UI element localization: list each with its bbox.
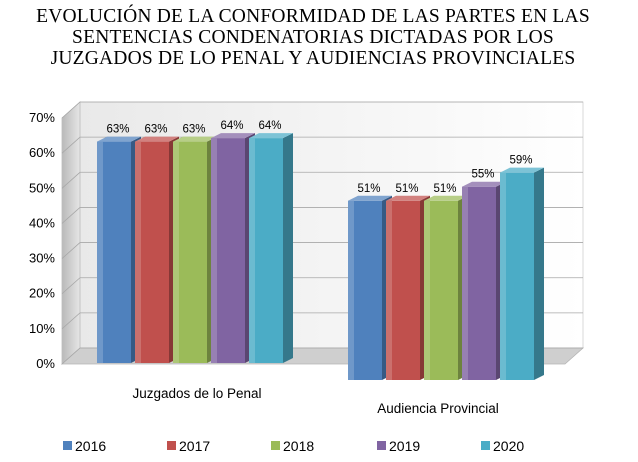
bar-highlight <box>386 200 392 380</box>
bar-top <box>424 195 468 201</box>
legend-swatch-2018 <box>271 441 280 450</box>
legend-label-2018: 2018 <box>283 438 314 454</box>
bar-highlight <box>462 186 468 380</box>
data-label: 63% <box>106 124 129 136</box>
gridline <box>61 101 583 119</box>
bar-2018-audiencia <box>424 195 468 380</box>
bar-side <box>283 133 293 363</box>
legend-label-2017: 2017 <box>179 438 210 454</box>
legend-item-2020: 2020 <box>481 438 524 454</box>
bar-2020-juzgados <box>249 133 293 363</box>
data-label: 59% <box>509 155 532 167</box>
bar-top <box>348 195 392 201</box>
legend-item-2016: 2016 <box>63 438 106 454</box>
chart-title-line-2: SENTENCIAS CONDENATORIAS DICTADAS POR LO… <box>72 27 554 48</box>
bar-2016-audiencia <box>348 195 392 380</box>
data-labels: 63% 63% 63% 64% 64% 51% 51% 51% 55% 59% <box>106 120 532 195</box>
data-label: 63% <box>182 124 205 136</box>
y-tick-label: 10% <box>29 321 55 336</box>
side-wall <box>61 101 81 365</box>
legend-swatch-2019 <box>377 441 386 450</box>
data-label: 51% <box>357 183 380 195</box>
legend: 2016 2017 2018 2019 2020 <box>63 438 524 454</box>
y-tick-label: 30% <box>29 251 55 266</box>
bar-top <box>500 167 544 173</box>
bar-highlight <box>348 200 354 380</box>
data-label: 51% <box>433 183 456 195</box>
y-axis-ticks: 0% 10% 20% 30% 40% 50% 60% 70% <box>29 110 55 371</box>
y-tick-label: 50% <box>29 180 55 195</box>
bar-top <box>249 133 293 139</box>
bar-highlight <box>211 138 217 363</box>
gridline <box>61 171 583 189</box>
gridline <box>61 136 583 154</box>
bar-highlight <box>424 200 430 380</box>
bar-top <box>386 195 430 201</box>
chart-title: EVOLUCIÓN DE LA CONFORMIDAD DE LAS PARTE… <box>36 5 590 69</box>
y-tick-label: 60% <box>29 145 55 160</box>
bar-highlight <box>249 138 255 363</box>
legend-item-2017: 2017 <box>167 438 210 454</box>
legend-swatch-2016 <box>63 441 72 450</box>
bar-top <box>97 136 141 142</box>
bar-top <box>135 136 179 142</box>
legend-item-2019: 2019 <box>377 438 420 454</box>
bar-top <box>173 136 217 142</box>
legend-swatch-2017 <box>167 441 176 450</box>
legend-label-2019: 2019 <box>389 438 420 454</box>
bar-2019-audiencia <box>462 181 506 380</box>
legend-swatch-2020 <box>481 441 490 450</box>
bars <box>97 133 544 380</box>
bar-highlight <box>97 141 103 363</box>
data-label: 51% <box>395 183 418 195</box>
data-label: 64% <box>258 120 281 132</box>
bar-side <box>534 167 544 380</box>
data-label: 64% <box>220 120 243 132</box>
y-tick-label: 20% <box>29 286 55 301</box>
bar-top <box>462 181 506 187</box>
bar-2020-audiencia <box>500 167 544 380</box>
bar-top <box>211 133 255 139</box>
bar-2017-juzgados <box>135 136 179 363</box>
bar-highlight <box>500 172 506 380</box>
bar-2016-juzgados <box>97 136 141 363</box>
legend-item-2018: 2018 <box>271 438 314 454</box>
bar-2019-juzgados <box>211 133 255 363</box>
data-label: 55% <box>471 169 494 181</box>
bar-2018-juzgados <box>173 136 217 363</box>
legend-label-2016: 2016 <box>75 438 106 454</box>
bar-highlight <box>135 141 141 363</box>
y-tick-label: 40% <box>29 215 55 230</box>
legend-label-2020: 2020 <box>493 438 524 454</box>
category-label-juzgados: Juzgados de lo Penal <box>132 386 261 401</box>
bar-highlight <box>173 141 179 363</box>
bar-2017-audiencia <box>386 195 430 380</box>
category-label-audiencia: Audiencia Provincial <box>377 401 499 416</box>
data-label: 63% <box>144 124 167 136</box>
chart-title-line-1: EVOLUCIÓN DE LA CONFORMIDAD DE LAS PARTE… <box>36 5 590 27</box>
chart-title-line-3: JUZGADOS DE LO PENAL Y AUDIENCIAS PROVIN… <box>51 48 576 69</box>
x-axis-categories: Juzgados de lo Penal Audiencia Provincia… <box>132 386 498 416</box>
y-tick-label: 0% <box>36 356 55 371</box>
y-tick-label: 70% <box>29 110 55 125</box>
